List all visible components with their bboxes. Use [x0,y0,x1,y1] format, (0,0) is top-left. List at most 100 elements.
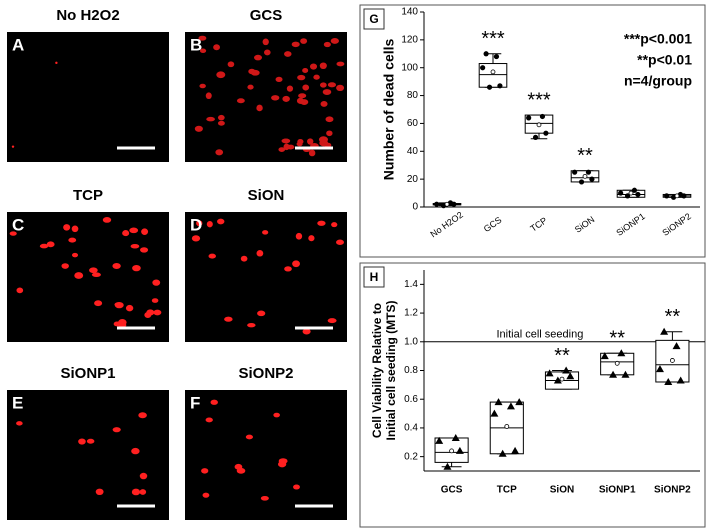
reference-label: Initial cell seeding [496,329,583,341]
y-tick-label: 0.2 [404,451,418,462]
data-point [600,352,609,360]
panel-label-box [363,8,385,30]
y-tick-label: 1.0 [404,336,418,347]
nucleus [282,95,290,102]
nucleus [302,84,310,91]
nucleus [322,89,332,95]
data-point [539,113,546,120]
box [478,63,508,88]
data-point [676,376,685,384]
nucleus [300,99,309,106]
nucleus [9,231,17,236]
panel-letter: D [190,215,202,234]
mean [504,424,510,429]
nucleus [130,243,140,249]
nucleus [206,220,213,228]
nucleus [275,76,283,83]
mean [536,122,542,128]
nucleus [327,318,337,324]
x-tick-label: SiONP1 [614,211,646,238]
data-point [511,446,520,454]
nucleus [330,38,339,44]
nucleus [292,260,300,268]
nucleus [205,417,213,423]
x-tick-label: GCS [482,215,504,234]
nucleus [198,35,207,41]
data-point [526,115,532,121]
data-point [483,51,489,57]
data-point [497,83,503,89]
nucleus [336,61,345,67]
y-tick-label: 20 [407,174,419,185]
nucleus [278,461,287,468]
data-point [494,398,503,406]
nucleus [319,82,327,88]
data-point [655,365,664,373]
mean [628,190,634,196]
nucleus [95,488,104,496]
data-point [631,187,638,193]
x-tick-label: SiONP2 [654,485,691,496]
data-point [493,53,500,60]
nucleus [254,54,262,61]
nucleus [248,68,256,75]
panel-label: H [370,270,379,284]
nucleus [132,264,141,272]
mean [582,173,588,179]
nucleus [129,227,139,234]
panel-letter: A [12,35,24,54]
y-tick-label: 60 [407,118,419,129]
y-axis-label: Initial cell seeding (MTS) [384,300,398,440]
nucleus [71,225,79,233]
data-point [506,402,515,410]
x-tick-label: No H2O2 [428,210,464,240]
nucleus [125,304,134,312]
nucleus [140,247,149,253]
x-tick-label: GCS [441,485,463,496]
nucleus [199,83,206,89]
nucleus [286,85,294,92]
panel-label-box [363,266,385,288]
nucleus [194,125,203,132]
panel-letter: B [190,35,202,54]
nucleus [210,399,218,405]
nucleus [307,138,314,145]
data-point [443,462,452,470]
nucleus [236,467,246,474]
nucleus [213,44,220,51]
panel-title: No H2O2 [56,7,119,24]
nucleus [91,272,101,278]
nucleus [240,255,248,262]
panel-letter: E [12,393,23,412]
data-point [455,446,464,454]
significance: ** [609,328,625,350]
nucleus [144,311,152,319]
data-point [553,376,562,384]
data-point [664,377,673,385]
data-point [621,370,630,378]
nucleus [55,61,58,65]
nucleus [319,62,327,70]
nucleus [208,253,216,259]
mean [614,360,620,366]
data-point [543,130,549,136]
significance: ** [554,345,570,367]
nucleus [201,468,209,474]
nucleus [138,412,147,419]
nucleus [284,266,292,272]
nucleus [89,267,98,274]
nucleus [263,49,271,56]
data-point [618,190,624,196]
mean [674,193,680,199]
nucleus [296,141,303,147]
data-point [480,65,486,71]
nucleus [273,412,280,418]
nucleus [202,492,210,498]
mean [490,69,496,75]
y-tick-label: 40 [407,146,419,157]
data-point [532,134,539,140]
y-tick-label: 0.4 [404,423,418,434]
nucleus [236,98,245,104]
nucleus [293,484,300,490]
nucleus [271,95,280,101]
